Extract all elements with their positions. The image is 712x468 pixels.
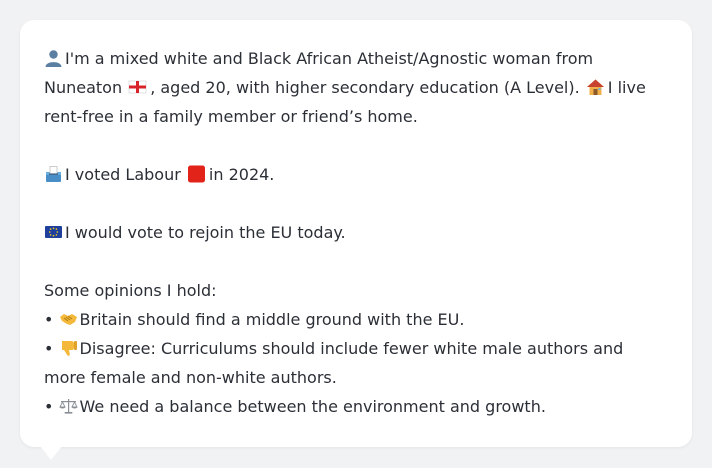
- profile-text-2: , aged 20, with higher secondary educati…: [150, 78, 580, 97]
- person-icon: [44, 49, 63, 67]
- opinion-text: We need a balance between the environmen…: [79, 397, 546, 416]
- profile-line-3: rent-free in a family member or friend’s…: [44, 102, 668, 131]
- location-text: Nuneaton: [44, 78, 123, 97]
- handshake-icon: [59, 310, 78, 328]
- opinion-item: • Disagree: Curriculums should include f…: [44, 334, 668, 363]
- bullet: •: [44, 339, 54, 358]
- opinion-text: more female and non-white authors.: [44, 368, 337, 387]
- opinions-heading: Some opinions I hold:: [44, 281, 217, 300]
- profile-text-1: I'm a mixed white and Black African Athe…: [65, 49, 594, 68]
- profile-line-1: I'm a mixed white and Black African Athe…: [44, 44, 668, 73]
- profile-line-2: Nuneaton , aged 20, with higher secondar…: [44, 73, 668, 102]
- balance-scale-icon: [58, 397, 78, 415]
- eu-text: I would vote to rejoin the EU today.: [65, 223, 346, 242]
- message-bubble: I'm a mixed white and Black African Athe…: [20, 20, 692, 447]
- opinion-text: Disagree: Curriculums should include few…: [79, 339, 624, 358]
- house-icon: [586, 78, 605, 96]
- opinion-item: • We need a balance between the environm…: [44, 392, 668, 421]
- opinion-text: Britain should find a middle ground with…: [79, 310, 465, 329]
- bubble-tail: [40, 446, 62, 460]
- red-square-icon: [187, 165, 206, 183]
- thumbs-down-icon: [59, 339, 78, 357]
- england-flag-icon: [128, 78, 147, 96]
- ballot-box-icon: [44, 165, 63, 183]
- bullet: •: [44, 397, 54, 416]
- bullet: •: [44, 310, 54, 329]
- opinion-item-continuation: more female and non-white authors.: [44, 363, 668, 392]
- vote-line: I voted Labour in 2024.: [44, 160, 668, 189]
- vote-year-text: in 2024.: [208, 165, 275, 184]
- eu-flag-icon: [44, 223, 63, 241]
- eu-line: I would vote to rejoin the EU today.: [44, 218, 668, 247]
- opinion-item: • Britain should find a middle ground wi…: [44, 305, 668, 334]
- housing-text: rent-free in a family member or friend’s…: [44, 107, 418, 126]
- vote-text: I voted Labour: [65, 165, 181, 184]
- profile-text-3: I live: [607, 78, 646, 97]
